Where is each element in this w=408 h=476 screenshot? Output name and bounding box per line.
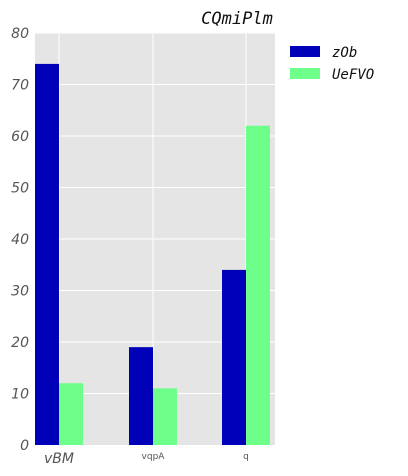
legend-label-zOb: zOb <box>332 45 357 61</box>
y-tick-label: 40 <box>11 232 29 248</box>
bar-UeFVO-q <box>246 125 270 445</box>
bars <box>35 63 270 446</box>
y-tick-label: 0 <box>20 438 29 454</box>
x-tick-label: q <box>243 452 249 462</box>
bar-zOb-q <box>222 269 246 445</box>
legend-label-UeFVO: UeFVO <box>332 67 374 83</box>
chart-title: CQmiPlm <box>201 9 273 29</box>
x-tick-label: vBM <box>44 451 74 467</box>
y-tick-label: 50 <box>11 181 29 197</box>
legend-swatch-UeFVO <box>290 68 320 79</box>
y-tick-label: 30 <box>11 284 29 300</box>
y-tick-label: 10 <box>11 387 29 403</box>
x-axis-ticks: vBM vqpA q <box>44 451 249 467</box>
y-tick-label: 20 <box>11 335 29 351</box>
legend-swatch-zOb <box>290 46 320 57</box>
y-axis-ticks: 0 10 20 30 40 50 60 70 80 <box>11 26 29 454</box>
legend: zOb UeFVO <box>290 45 374 83</box>
bar-zOb-vqpA <box>129 347 153 445</box>
bar-UeFVO-vqpA <box>153 388 177 445</box>
x-tick-label: vqpA <box>142 452 166 462</box>
bar-UeFVO-vBM <box>59 383 83 445</box>
bar-zOb-vBM <box>35 63 59 446</box>
y-tick-label: 70 <box>11 78 29 94</box>
y-tick-label: 80 <box>11 26 29 42</box>
y-tick-label: 60 <box>11 129 29 145</box>
